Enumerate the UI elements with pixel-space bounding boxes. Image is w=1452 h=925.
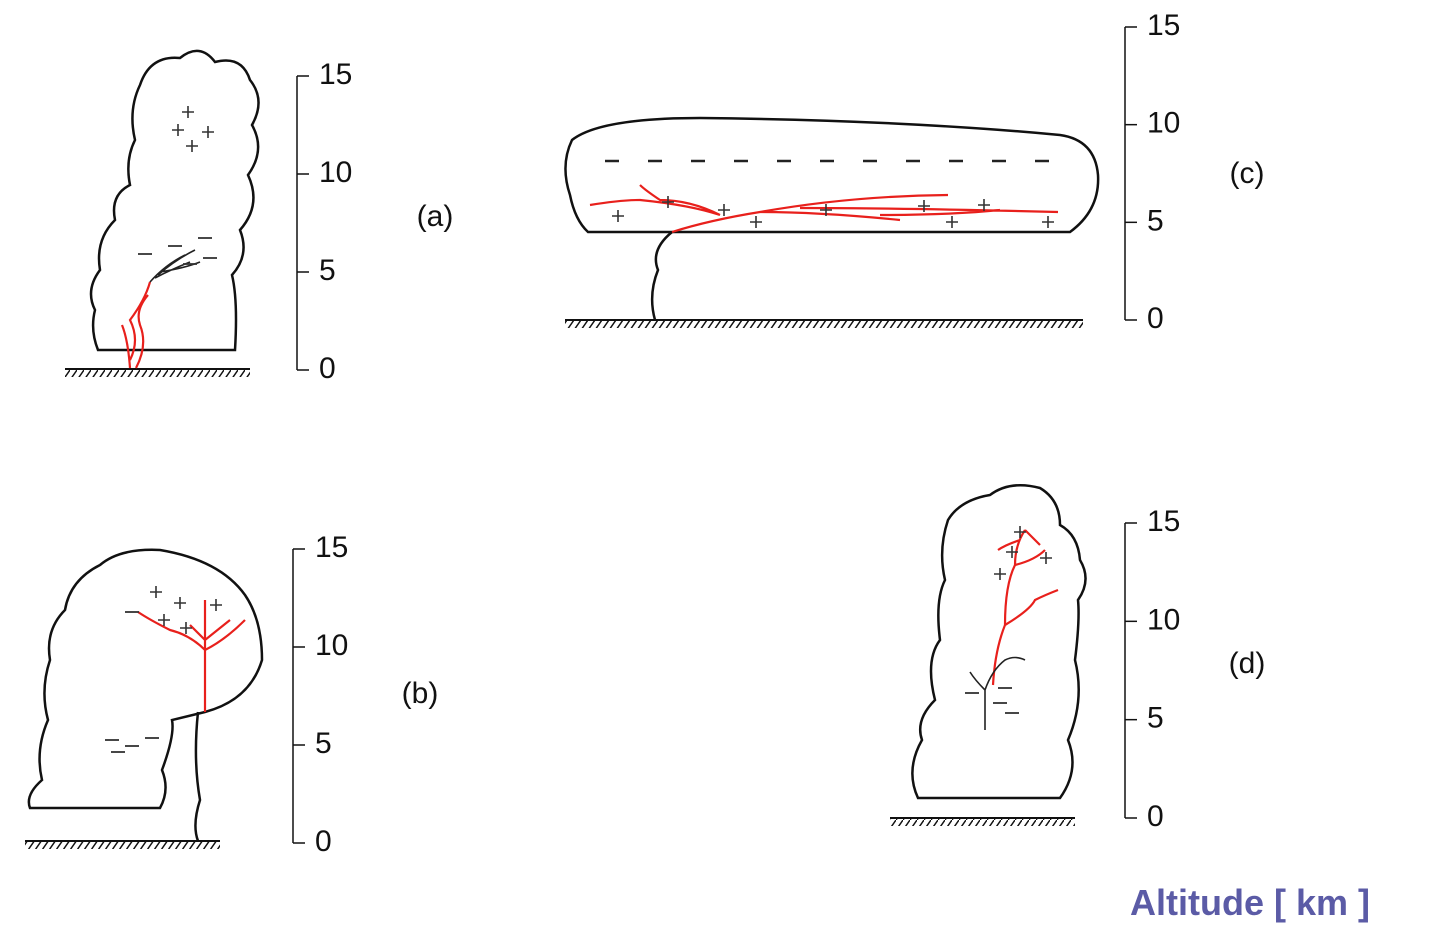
plus-sign [718, 204, 730, 216]
plus-sign [186, 140, 198, 152]
panel-label: (d) [1229, 647, 1266, 680]
panel-label: (a) [417, 200, 454, 233]
caption: Altitude [ km ] [1130, 882, 1370, 923]
plus-sign [1042, 216, 1054, 228]
tick-label: 0 [1147, 800, 1164, 833]
plus-sign [994, 568, 1006, 580]
plus-sign [150, 586, 162, 598]
tick-label: 10 [315, 629, 348, 662]
grounds [25, 319, 1083, 849]
tick-label: 5 [1147, 204, 1164, 237]
tick-label: 10 [319, 156, 352, 189]
tick-label: 0 [315, 825, 332, 858]
tick-label: 10 [1147, 107, 1180, 140]
plus-sign [158, 614, 170, 626]
tick-label: 10 [1147, 603, 1180, 636]
tick-label: 15 [1147, 505, 1180, 538]
charge-signs [105, 106, 1054, 753]
tick-label: 0 [319, 352, 336, 385]
plus-sign [820, 204, 832, 216]
cloud-b-stem [194, 711, 202, 842]
plus-sign [182, 106, 194, 118]
plus-sign [210, 599, 222, 611]
plus-sign [978, 199, 990, 211]
tick-label: 15 [1147, 9, 1180, 42]
plus-sign [1014, 526, 1026, 538]
plus-sign [202, 126, 214, 138]
plus-sign [918, 200, 930, 212]
plus-sign [662, 196, 674, 208]
tick-label: 0 [1147, 302, 1164, 335]
plus-sign [946, 216, 958, 228]
plus-sign [172, 124, 184, 136]
tick-label: 5 [1147, 702, 1164, 735]
panel-label: (c) [1230, 157, 1265, 190]
tick-label: 15 [319, 58, 352, 91]
axes: 0 5 10 15 (a) 0 5 10 15 (b) 0 5 10 15 (c) 0 5 10 15 (d) [292, 9, 1266, 858]
cloud-b [27, 548, 264, 810]
plus-sign [180, 622, 192, 634]
cloud-d [911, 483, 1087, 800]
plus-sign [1006, 546, 1018, 558]
cloud-a [89, 49, 260, 352]
plus-sign [750, 216, 762, 228]
cloud-c-stem [650, 231, 673, 321]
tick-label: 5 [319, 254, 336, 287]
plus-sign [174, 597, 186, 609]
tick-label: 5 [315, 727, 332, 760]
panel-label: (b) [402, 677, 439, 710]
plus-sign [612, 210, 624, 222]
tick-label: 15 [315, 531, 348, 564]
discharges [120, 184, 1059, 730]
cloud-c [564, 116, 1100, 234]
plus-sign [1040, 552, 1052, 564]
